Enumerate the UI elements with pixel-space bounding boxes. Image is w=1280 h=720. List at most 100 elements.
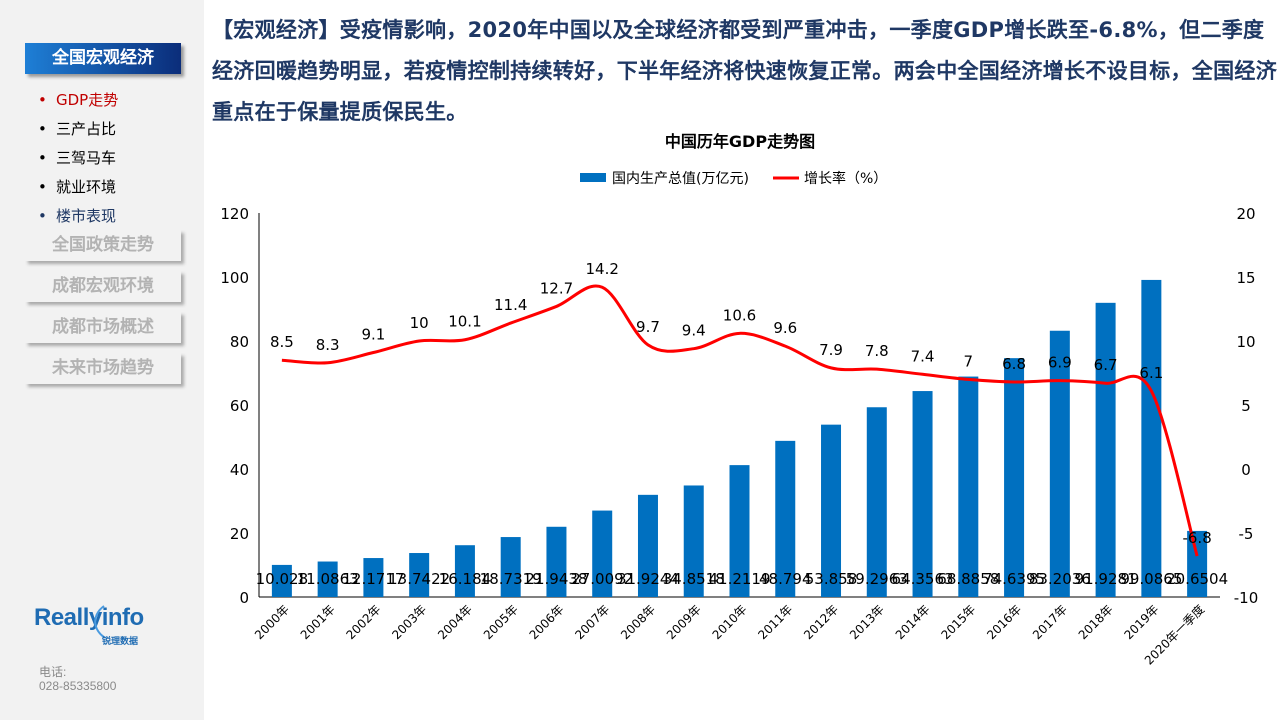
growth-rate-data-label: 10.6 (723, 306, 756, 324)
nav-section-1[interactable]: 成都宏观环境 (25, 271, 181, 302)
growth-rate-data-label: 10.1 (448, 313, 481, 331)
growth-rate-data-label: 9.4 (682, 322, 706, 340)
gdp-bar (683, 485, 704, 597)
x-tick-label: 2001年 (298, 602, 338, 642)
gdp-bar-data-label: 48.794 (759, 570, 812, 588)
sidebar-item-3[interactable]: • 就业环境 (38, 176, 116, 197)
nav-section-0[interactable]: 全国政策走势 (25, 230, 181, 261)
gdp-bar (1141, 279, 1162, 597)
x-tick-label: 2016年 (984, 602, 1024, 642)
y-right-tick-label: -5 (1239, 525, 1254, 543)
gdp-bar-data-label: 91.9281 (1075, 570, 1137, 588)
gdp-bar-data-label: 34.8518 (663, 570, 725, 588)
gdp-bar-data-label: 74.6395 (983, 570, 1045, 588)
x-tick-label: 2011年 (755, 602, 795, 642)
gdp-bar (1095, 302, 1116, 597)
nav-section-3[interactable]: 未来市场趋势 (25, 353, 181, 384)
gdp-bar-data-label: 53.858 (805, 570, 858, 588)
bullet-icon: • (38, 207, 47, 225)
x-tick-label: 2013年 (847, 602, 887, 642)
headline-text: 【宏观经济】受疫情影响，2020年中国以及全球经济都受到严重冲击，一季度GDP增… (212, 18, 1277, 124)
x-tick-label: 2017年 (1030, 602, 1070, 642)
logo-brand: Reallyinfo (34, 604, 144, 631)
growth-rate-data-label: 7.9 (819, 341, 843, 359)
sidebar-item-1[interactable]: • 三产占比 (38, 118, 116, 139)
phone-number: 028-85335800 (39, 679, 117, 693)
x-tick-label: 2003年 (389, 602, 429, 642)
x-tick-label: 2018年 (1076, 602, 1116, 642)
y-left-tick-label: 80 (230, 333, 249, 351)
sidebar-item-label: 就业环境 (56, 178, 117, 196)
y-left-tick-label: 0 (239, 589, 249, 607)
y-left-tick-label: 120 (220, 205, 249, 223)
gdp-bar-data-label: 68.8858 (937, 570, 999, 588)
x-tick-label: 2006年 (527, 602, 567, 642)
sidebar-item-label: 三产占比 (56, 120, 117, 138)
gdp-bar (454, 545, 475, 597)
sidebar-item-4[interactable]: • 楼市表现 (38, 205, 116, 226)
bullet-icon: • (38, 91, 47, 109)
growth-rate-line (281, 284, 1199, 557)
x-tick-label: 2015年 (938, 602, 978, 642)
growth-rate-data-label: 8.5 (270, 333, 294, 351)
gdp-bar (958, 376, 979, 597)
x-tick-label: 2019年 (1121, 602, 1161, 642)
gdp-bar-data-label: 59.2963 (846, 570, 908, 588)
gdp-bar (317, 561, 338, 597)
nav-section-active[interactable]: 全国宏观经济 (25, 43, 181, 74)
x-tick-label: 2008年 (618, 602, 658, 642)
x-tick-label: 2009年 (664, 602, 704, 642)
sidebar-item-label: GDP走势 (56, 91, 119, 109)
x-tick-label: 2002年 (344, 602, 384, 642)
y-right-tick-label: 0 (1241, 461, 1251, 479)
legend-line-label: 增长率（%） (804, 170, 887, 187)
sidebar-item-2[interactable]: • 三驾马车 (38, 147, 116, 168)
growth-rate-data-label: 6.8 (1002, 355, 1026, 373)
gdp-bar (775, 440, 796, 597)
gdp-bar-data-label: 83.2036 (1029, 570, 1091, 588)
gdp-bar (500, 537, 521, 597)
x-tick-label: 2014年 (893, 602, 933, 642)
gdp-bar-data-label: 13.7422 (388, 570, 450, 588)
phone-label: 电话: (39, 665, 67, 679)
gdp-bar-data-label: 16.184 (439, 570, 492, 588)
gdp-bar (592, 510, 613, 597)
reallyinfo-logo: Reallyinfo 锐理数据 (34, 604, 144, 647)
growth-rate-data-label: 9.7 (636, 318, 660, 336)
gdp-bar (729, 465, 750, 597)
gdp-bar (821, 424, 842, 597)
growth-rate-data-label: 6.1 (1139, 364, 1163, 382)
nav-section-2[interactable]: 成都市场概述 (25, 312, 181, 343)
growth-rate-data-label: 7.4 (911, 347, 935, 365)
gdp-bar-data-label: 27.0092 (571, 570, 633, 588)
gdp-bar (363, 558, 384, 597)
growth-rate-data-label: -6.8 (1182, 529, 1211, 547)
y-left-tick-label: 40 (230, 461, 249, 479)
gdp-bar-data-label: 18.7319 (480, 570, 542, 588)
gdp-bar-data-label: 31.9244 (617, 570, 679, 588)
y-right-tick-label: 15 (1236, 269, 1255, 287)
bullet-icon: • (38, 149, 47, 167)
chart-title: 中国历年GDP走势图 (665, 132, 815, 151)
x-tick-label: 2004年 (435, 602, 475, 642)
gdp-bar (546, 526, 567, 597)
sidebar: 全国宏观经济 • GDP走势 • 三产占比 • 三驾马车 • 就业环境 • 楼市表现 全国政策走势… (0, 0, 204, 720)
gdp-bar-data-label: 12.1717 (342, 570, 404, 588)
sidebar-item-label: 三驾马车 (56, 149, 117, 167)
y-right-tick-label: -10 (1234, 589, 1259, 607)
gdp-bar (1049, 330, 1070, 597)
gdp-bar-data-label: 10.028 (256, 570, 309, 588)
growth-rate-data-label: 6.9 (1048, 354, 1072, 372)
growth-rate-data-label: 7.8 (865, 342, 889, 360)
logo-arc-icon (94, 605, 108, 638)
growth-rate-data-label: 10 (410, 314, 429, 332)
logo-sub: 锐理数据 (102, 637, 139, 647)
sidebar-item-0[interactable]: • GDP走势 (38, 89, 118, 110)
x-tick-label: 2000年 (252, 602, 292, 642)
gdp-bar (271, 564, 292, 597)
x-tick-label: 2007年 (572, 602, 612, 642)
y-left-tick-label: 20 (230, 525, 249, 543)
y-right-tick-label: 5 (1241, 397, 1251, 415)
gdp-bar (637, 494, 658, 597)
